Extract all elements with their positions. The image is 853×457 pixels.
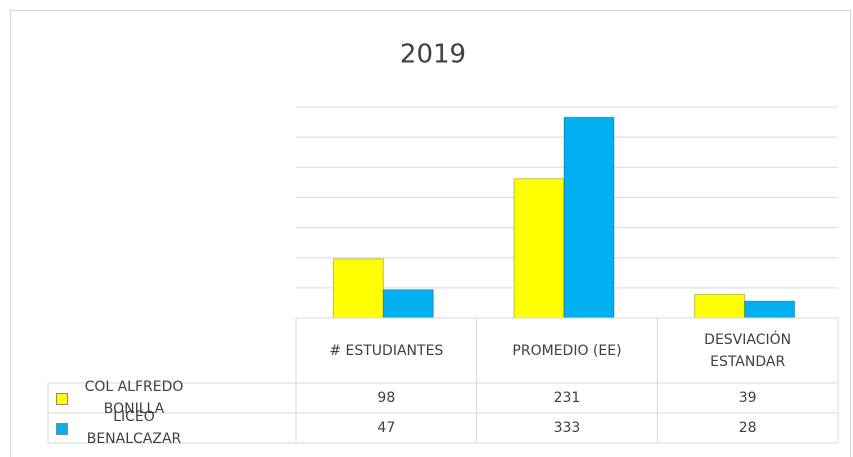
- table-value-text: 47: [377, 420, 396, 436]
- legend-label-text: COL ALFREDO BONILLA: [84, 379, 184, 417]
- category-label: # ESTUDIANTES: [296, 318, 477, 383]
- legend-label: COL ALFREDO BONILLA: [48, 379, 296, 417]
- category-label: DESVIACIÓN ESTANDAR: [657, 318, 838, 383]
- table-value-text: 98: [377, 390, 396, 406]
- legend-key: [56, 423, 68, 435]
- table-value-text: 333: [553, 420, 581, 436]
- category-label: PROMEDIO (EE): [477, 318, 658, 383]
- bar: [332, 258, 384, 319]
- table-value: 231: [477, 383, 658, 413]
- category-label-text: # ESTUDIANTES: [329, 342, 444, 359]
- legend-key: [56, 393, 68, 405]
- chart-title: 2019: [400, 40, 466, 70]
- table-value-text: 28: [738, 420, 757, 436]
- legend-label: LICEO BENALCAZAR: [48, 409, 296, 447]
- table-value: 98: [296, 383, 477, 413]
- chart-border: [10, 10, 851, 457]
- table-value-text: 231: [553, 390, 581, 406]
- bar: [694, 293, 746, 319]
- bar: [563, 116, 615, 319]
- table-value: 28: [657, 413, 838, 443]
- table-value: 47: [296, 413, 477, 443]
- bar: [513, 178, 565, 319]
- table-value: 39: [657, 383, 838, 413]
- table-value: 333: [477, 413, 658, 443]
- category-label-text: PROMEDIO (EE): [512, 342, 622, 359]
- bar: [382, 289, 434, 319]
- table-value-text: 39: [738, 390, 757, 406]
- bar: [744, 300, 796, 319]
- legend-label-text: LICEO BENALCAZAR: [86, 409, 182, 447]
- category-label-text: DESVIACIÓN ESTANDAR: [704, 331, 792, 370]
